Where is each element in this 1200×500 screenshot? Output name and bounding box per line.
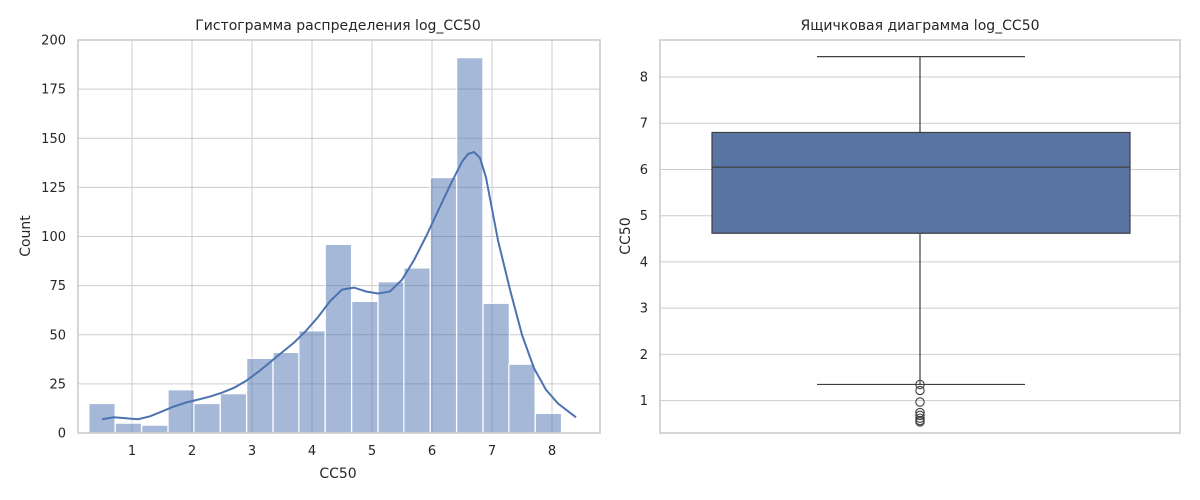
y-tick-label: 50 bbox=[49, 328, 66, 343]
histogram-bar bbox=[482, 302, 510, 434]
histogram-panel: 1 2 3 4 5 6 7 8 0 25 50 75 100 125 150 175 200 Гистогра… bbox=[18, 18, 601, 482]
histogram-bar bbox=[114, 422, 143, 434]
y-tick-label: 100 bbox=[41, 230, 66, 245]
boxplot-y-label: CC50 bbox=[618, 217, 634, 254]
y-tick-label: 6 bbox=[640, 163, 648, 178]
histogram-bar bbox=[298, 330, 326, 434]
outlier-point bbox=[915, 385, 925, 396]
histogram-bar bbox=[534, 412, 563, 434]
x-tick-label: 7 bbox=[488, 444, 496, 459]
kde-line bbox=[101, 150, 577, 421]
y-tick-label: 175 bbox=[41, 83, 66, 98]
histogram-bars bbox=[88, 57, 563, 434]
y-tick-label: 75 bbox=[49, 279, 66, 294]
outlier-point bbox=[915, 397, 925, 407]
x-tick-label: 1 bbox=[128, 444, 136, 459]
y-tick-label: 4 bbox=[640, 255, 648, 270]
boxplot-y-ticks: 1 2 3 4 5 6 7 8 bbox=[640, 70, 648, 409]
histogram-bar bbox=[351, 300, 379, 434]
y-tick-label: 1 bbox=[640, 394, 648, 409]
boxplot-title: Ящичковая диаграмма log_CC50 bbox=[800, 18, 1039, 34]
outlier-point bbox=[915, 379, 925, 390]
histogram-bar bbox=[272, 351, 300, 434]
histogram-x-label: CC50 bbox=[319, 466, 356, 482]
histogram-bar bbox=[456, 57, 484, 434]
x-tick-label: 2 bbox=[188, 444, 196, 459]
boxplot-panel: 1 2 3 4 5 6 7 8 Ящичковая диаграмма log_CC50 CC… bbox=[618, 18, 1181, 434]
outlier-point bbox=[915, 417, 925, 427]
x-tick-label: 6 bbox=[428, 444, 436, 459]
x-tick-label: 4 bbox=[308, 444, 316, 459]
histogram-frame bbox=[77, 39, 601, 434]
histogram-bar bbox=[429, 176, 458, 434]
boxplot-body bbox=[711, 56, 1131, 386]
outlier-point bbox=[915, 413, 925, 423]
x-tick-label: 8 bbox=[548, 444, 556, 459]
y-tick-label: 25 bbox=[49, 377, 66, 392]
histogram-y-label: Count bbox=[18, 215, 34, 257]
boxplot-outliers bbox=[915, 379, 925, 427]
y-tick-label: 150 bbox=[41, 132, 66, 147]
y-tick-label: 7 bbox=[640, 117, 648, 132]
y-tick-label: 2 bbox=[640, 348, 648, 363]
histogram-bar bbox=[324, 243, 353, 434]
y-tick-label: 8 bbox=[640, 70, 648, 85]
histogram-bar bbox=[403, 267, 431, 434]
histogram-y-ticks: 0 25 50 75 100 125 150 175 200 bbox=[41, 34, 66, 442]
histogram-bar bbox=[193, 402, 221, 434]
boxplot-frame bbox=[659, 39, 1181, 434]
y-tick-label: 125 bbox=[41, 181, 66, 196]
y-tick-label: 5 bbox=[640, 209, 648, 224]
histogram-bar bbox=[141, 424, 169, 434]
x-tick-label: 3 bbox=[248, 444, 256, 459]
histogram-title: Гистограмма распределения log_CC50 bbox=[195, 18, 481, 34]
histogram-bar bbox=[508, 363, 536, 434]
y-tick-label: 0 bbox=[58, 427, 66, 442]
histogram-x-ticks: 1 2 3 4 5 6 7 8 bbox=[128, 444, 556, 459]
x-tick-label: 5 bbox=[368, 444, 376, 459]
histogram-bar bbox=[219, 393, 248, 434]
box-iqr bbox=[711, 131, 1131, 234]
y-tick-label: 3 bbox=[640, 302, 648, 317]
histogram-bar bbox=[167, 389, 195, 434]
histogram-bar bbox=[377, 281, 405, 434]
outlier-point bbox=[915, 410, 925, 421]
y-tick-label: 200 bbox=[41, 34, 66, 49]
